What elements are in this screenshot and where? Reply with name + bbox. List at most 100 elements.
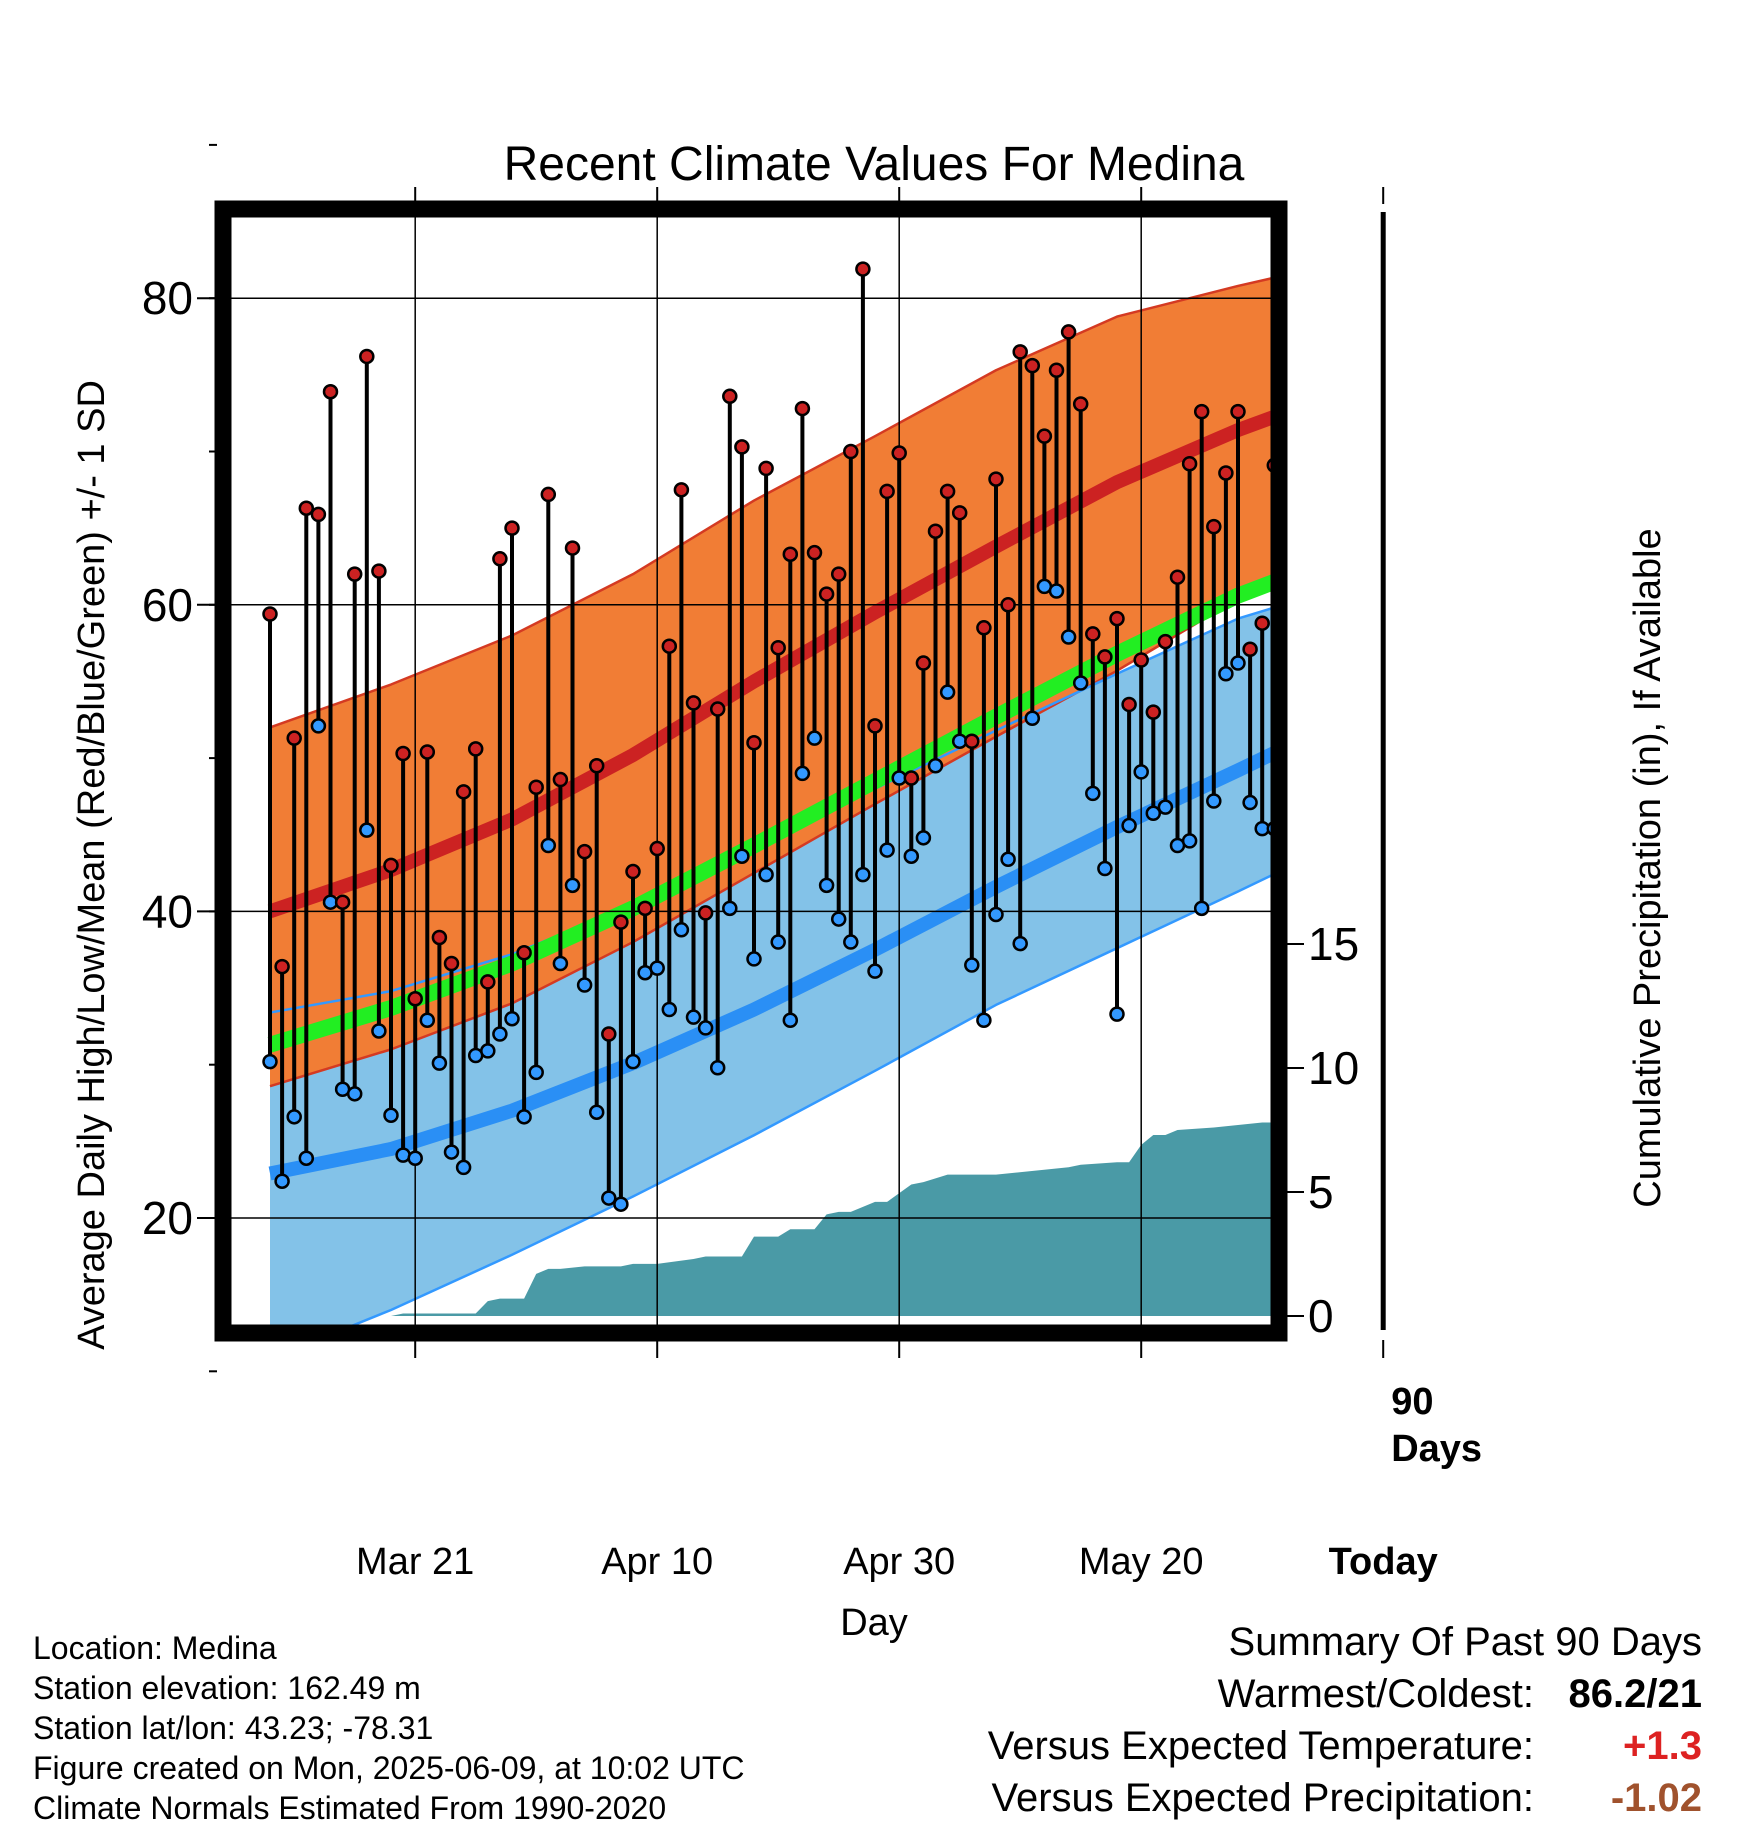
low-point — [673, 922, 690, 938]
y-tick-label: 40 — [142, 885, 193, 937]
low-point — [855, 866, 871, 883]
high-point — [601, 1026, 617, 1042]
summary-temp: Versus Expected Temperature: +1.3 — [988, 1724, 1702, 1776]
precip-label: Versus Expected Precipitation: — [991, 1776, 1534, 1820]
high-point — [431, 929, 448, 946]
low-point — [298, 1150, 315, 1166]
low-point — [976, 1012, 992, 1028]
high-point — [758, 460, 774, 477]
right-tick-label: 15 — [1308, 918, 1359, 970]
x-axis-label: Day — [840, 1602, 908, 1644]
x-tick-label: Mar 21 — [356, 1541, 474, 1583]
low-point — [1000, 851, 1016, 868]
high-point — [1292, 197, 1305, 210]
x-tick-label: Today — [1329, 1541, 1438, 1583]
low-point — [1193, 900, 1210, 917]
high-point — [564, 540, 581, 556]
low-point — [939, 684, 956, 700]
high-point — [734, 439, 750, 455]
y-tick-label: 20 — [142, 1192, 193, 1244]
low-point — [794, 765, 811, 782]
low-point — [1181, 833, 1198, 849]
low-point — [649, 960, 665, 976]
right-tick-label: 10 — [1308, 1042, 1359, 1094]
high-point — [1012, 344, 1028, 360]
high-point — [492, 551, 508, 567]
high-point — [504, 520, 520, 536]
high-point — [528, 779, 544, 795]
low-point — [1230, 655, 1246, 671]
summary-precip: Versus Expected Precipitation: -1.02 — [988, 1776, 1702, 1828]
summary-title: Summary Of Past 90 Days — [988, 1620, 1702, 1672]
low-point — [504, 1010, 520, 1027]
high-point — [1157, 633, 1174, 650]
x-tick-label: Apr 30 — [843, 1541, 955, 1583]
low-point — [492, 1026, 508, 1042]
low-point — [455, 1159, 472, 1176]
high-point — [1121, 696, 1137, 713]
low-point — [359, 822, 375, 838]
high-point — [1304, 381, 1317, 394]
y-axis-label-left: Average Daily High/Low/Mean (Red/Blue/Gr… — [71, 380, 113, 1350]
high-point — [1145, 704, 1162, 720]
low-point — [1340, 736, 1353, 749]
low-point — [661, 1001, 678, 1018]
low-point — [879, 842, 895, 858]
low-sd-band — [270, 607, 1276, 1330]
high-point — [407, 991, 423, 1007]
high-point — [903, 770, 920, 786]
high-point — [867, 718, 883, 734]
low-point — [1060, 629, 1077, 645]
high-point — [843, 443, 859, 460]
high-point — [1036, 428, 1053, 444]
high-point — [1193, 403, 1210, 420]
high-point — [951, 505, 968, 521]
high-point — [310, 506, 327, 523]
low-point — [407, 1150, 423, 1166]
precip-value: -1.02 — [1610, 1776, 1702, 1820]
high-point — [334, 894, 351, 910]
high-point — [613, 914, 629, 930]
low-point — [516, 1109, 532, 1125]
low-point — [964, 957, 980, 973]
low-point — [613, 1196, 629, 1212]
high-point — [637, 900, 653, 917]
high-point — [1024, 357, 1041, 374]
normals-text: Climate Normals Estimated From 1990-2020 — [33, 1790, 667, 1826]
high-sd-band — [270, 277, 1276, 1087]
low-point — [1024, 710, 1041, 726]
high-point — [1048, 362, 1065, 379]
high-point — [879, 483, 895, 500]
high-point — [371, 563, 387, 579]
right-tick-label: 0 — [1308, 1290, 1334, 1342]
today-label-line1: 90 — [1391, 1381, 1433, 1423]
high-point — [346, 566, 363, 582]
high-point — [298, 500, 315, 516]
high-point — [588, 758, 605, 774]
high-point — [891, 445, 907, 461]
low-point — [1109, 1006, 1125, 1022]
high-point — [818, 586, 835, 602]
low-point — [540, 837, 557, 854]
low-point — [274, 1173, 290, 1189]
high-point — [1316, 411, 1329, 424]
high-point — [419, 744, 436, 760]
low-point — [310, 718, 327, 734]
high-point — [685, 695, 702, 711]
high-point — [661, 638, 678, 654]
low-point — [988, 906, 1004, 923]
low-point — [1328, 704, 1341, 717]
high-point — [1242, 641, 1258, 658]
low-point — [1206, 793, 1222, 809]
high-point — [1133, 652, 1149, 668]
low-point — [1157, 799, 1174, 815]
high-point — [1340, 394, 1353, 407]
low-point — [806, 730, 823, 746]
high-point — [576, 843, 593, 860]
high-point — [673, 482, 690, 498]
high-point — [1169, 569, 1186, 585]
created-text: Figure created on Mon, 2025-06-09, at 10… — [33, 1750, 745, 1786]
high-point — [964, 733, 980, 749]
high-point — [1085, 626, 1101, 642]
